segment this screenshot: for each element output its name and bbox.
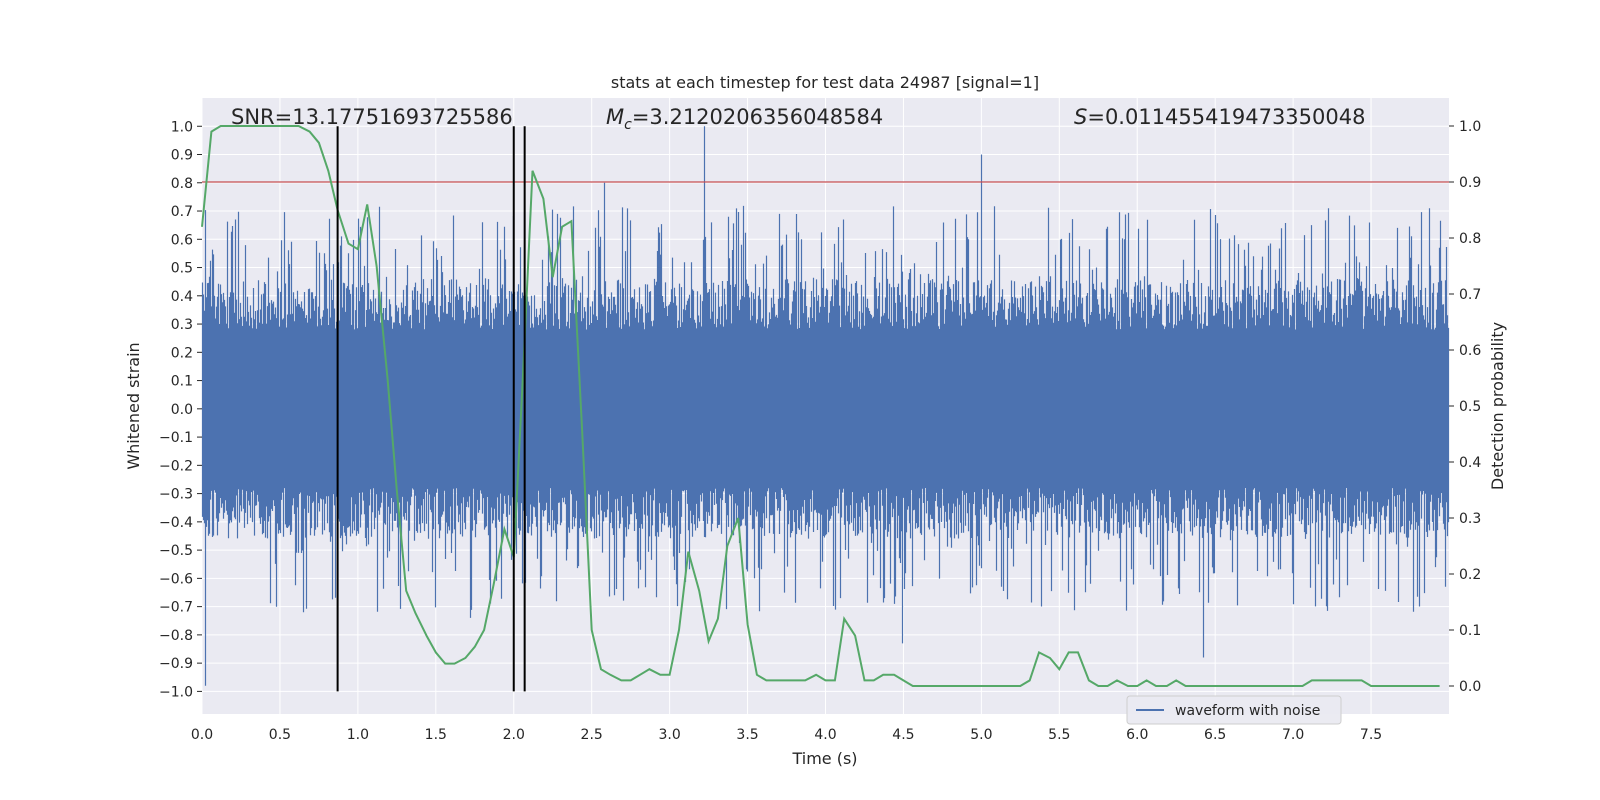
probability-line xyxy=(201,125,1440,687)
y-right-tick-label: 0.2 xyxy=(1459,567,1481,583)
x-tick-label: 4.0 xyxy=(814,727,836,743)
waveform-series xyxy=(201,126,1450,686)
y-left-tick-label: 0.0 xyxy=(171,402,193,418)
chirp-mass-symbol: M xyxy=(606,105,624,129)
chirp-mass-value: =3.2120206356048584 xyxy=(632,105,883,129)
y-left-axis-ticks: −1.0 −0.9 −0.8 −0.7 −0.6 −0.5 −0.4 −0.3 −0.2 −0.1… xyxy=(159,119,202,700)
legend-label: waveform with noise xyxy=(1175,703,1320,719)
x-tick-label: 6.5 xyxy=(1204,727,1226,743)
y-right-tick-label: 0.4 xyxy=(1459,455,1481,471)
x-tick-label: 2.5 xyxy=(581,727,603,743)
s-value: =0.011455419473350048 xyxy=(1087,105,1365,129)
x-tick-label: 7.5 xyxy=(1360,727,1382,743)
waveform-core xyxy=(202,332,1449,486)
y-left-tick-label: 0.5 xyxy=(171,261,193,277)
y-left-tick-label: 0.7 xyxy=(171,204,193,220)
y-right-tick-label: 0.8 xyxy=(1459,231,1481,247)
x-axis-label: Time (s) xyxy=(791,749,857,768)
s-annotation: S=0.011455419473350048 xyxy=(1074,105,1365,129)
chart-title: stats at each timestep for test data 249… xyxy=(611,73,1039,92)
snr-annotation: SNR=13.17751693725586 xyxy=(231,105,513,129)
s-symbol: S xyxy=(1074,105,1087,129)
y-right-tick-label: 0.1 xyxy=(1459,623,1481,639)
event-markers xyxy=(336,126,526,692)
y-left-tick-label: −0.6 xyxy=(159,571,193,587)
y-right-tick-label: 0.7 xyxy=(1459,287,1481,303)
y-left-tick-label: 0.3 xyxy=(171,317,193,333)
y-right-tick-label: 0.9 xyxy=(1459,175,1481,191)
y-left-tick-label: −1.0 xyxy=(159,684,193,700)
y-left-tick-label: 0.9 xyxy=(171,148,193,164)
y-left-tick-label: −0.4 xyxy=(159,515,193,531)
x-tick-label: 0.0 xyxy=(191,727,213,743)
y-left-tick-label: 0.6 xyxy=(171,232,193,248)
y-left-tick-label: −0.7 xyxy=(159,600,193,616)
y-left-tick-label: −0.9 xyxy=(159,656,193,672)
y-right-tick-label: 1.0 xyxy=(1459,119,1481,135)
x-tick-label: 6.0 xyxy=(1126,727,1148,743)
y-right-tick-label: 0.3 xyxy=(1459,511,1481,527)
legend: waveform with noise xyxy=(1126,695,1342,725)
y-left-tick-label: −0.3 xyxy=(159,487,193,503)
x-tick-label: 2.0 xyxy=(503,727,525,743)
y-left-axis-label: Whitened strain xyxy=(124,342,143,469)
y-left-tick-label: 0.8 xyxy=(171,176,193,192)
x-tick-label: 1.0 xyxy=(347,727,369,743)
x-tick-label: 4.5 xyxy=(892,727,914,743)
y-left-tick-label: −0.5 xyxy=(159,543,193,559)
x-tick-label: 1.5 xyxy=(425,727,447,743)
y-left-tick-label: 0.1 xyxy=(171,374,193,390)
y-right-tick-label: 0.6 xyxy=(1459,343,1481,359)
y-right-tick-label: 0.0 xyxy=(1459,679,1481,695)
chirp-mass-subscript: c xyxy=(624,117,632,133)
y-right-tick-label: 0.5 xyxy=(1459,399,1481,415)
y-right-axis-ticks: 0.0 0.1 0.2 0.3 0.4 0.5 0.6 0.7 0.8 0.9 1.0 xyxy=(1449,119,1481,695)
x-axis-ticks: 0.0 0.5 1.0 1.5 2.0 2.5 3.0 3.5 4.0 4.5 5.0 5.5 6.0 6… xyxy=(191,727,1382,743)
y-left-tick-label: −0.1 xyxy=(159,430,193,446)
x-tick-label: 7.0 xyxy=(1282,727,1304,743)
x-tick-label: 3.0 xyxy=(658,727,680,743)
y-right-axis-label: Detection probability xyxy=(1488,322,1507,490)
y-left-tick-label: 0.4 xyxy=(171,289,193,305)
x-tick-label: 3.5 xyxy=(736,727,758,743)
y-left-tick-label: 0.2 xyxy=(171,345,193,361)
x-tick-label: 0.5 xyxy=(269,727,291,743)
legend-box xyxy=(1126,695,1342,725)
x-tick-label: 5.5 xyxy=(1048,727,1070,743)
y-left-tick-label: 1.0 xyxy=(171,119,193,135)
y-left-tick-label: −0.2 xyxy=(159,458,193,474)
x-tick-label: 5.0 xyxy=(970,727,992,743)
chirp-mass-annotation: Mc=3.2120206356048584 xyxy=(606,105,883,133)
probability-series xyxy=(201,125,1449,687)
y-left-tick-label: −0.8 xyxy=(159,628,193,644)
